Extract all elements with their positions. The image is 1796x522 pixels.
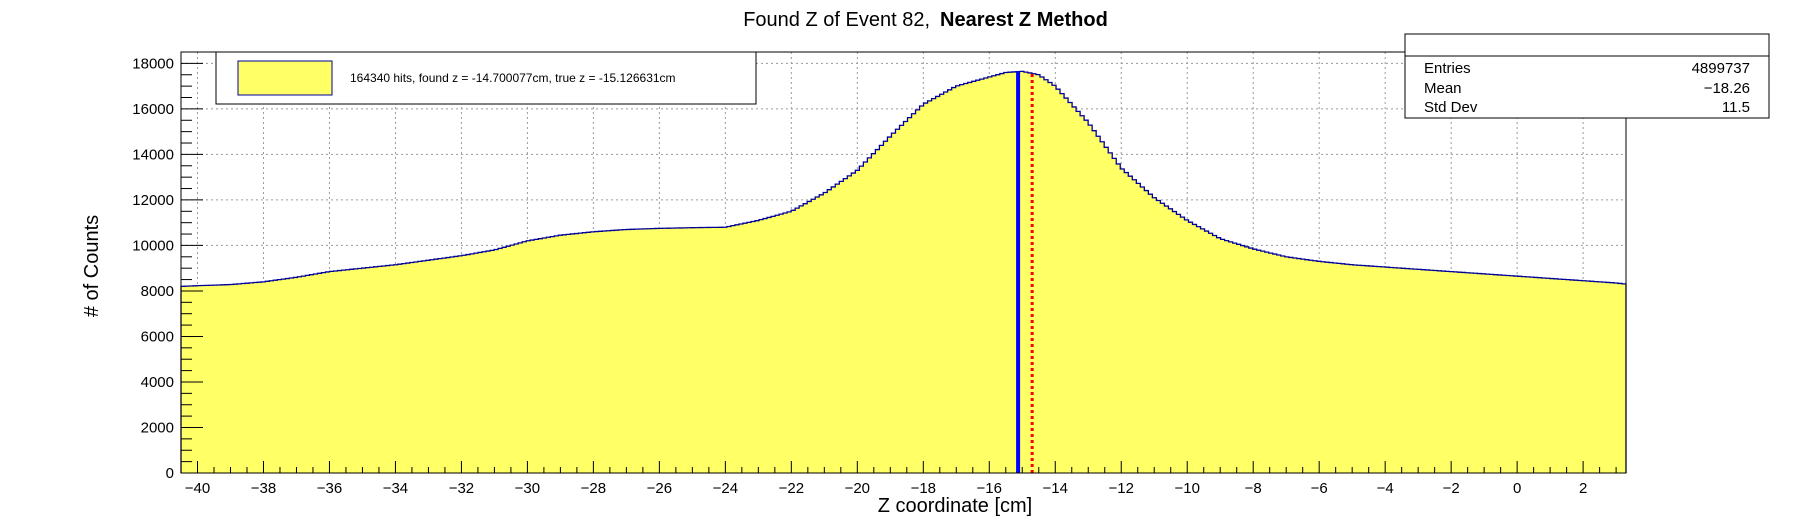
y-tick-label: 8000 [141,283,174,300]
x-tick-label: −2 [1443,480,1460,497]
y-tick-label: 14000 [132,146,174,163]
legend-box: 164340 hits, found z = -14.700077cm, tru… [215,51,757,105]
y-axis-label: # of Counts [81,215,103,317]
histogram-fill [181,71,1626,474]
stats-entries-value: 4899737 [1692,60,1750,77]
stats-entries-label: Entries [1424,60,1471,77]
x-tick-label: −30 [515,480,540,497]
stats-mean-value: −18.26 [1704,80,1750,97]
stats-mean-label: Mean [1424,80,1462,97]
x-tick-label: 0 [1513,480,1521,497]
x-tick-label: −14 [1043,480,1068,497]
marker-lines [1016,71,1034,473]
x-tick-label: −20 [845,480,870,497]
x-tick-label: −32 [449,480,474,497]
x-tick-label: −6 [1311,480,1328,497]
x-tick-label: −8 [1245,480,1262,497]
stats-stddev-label: Std Dev [1424,99,1478,116]
y-tick-label: 4000 [141,374,174,391]
stats-box: Entries 4899737 Mean −18.26 Std Dev 11.5 [1404,33,1770,119]
x-tick-label: 2 [1579,480,1587,497]
x-tick-label: −10 [1174,480,1199,497]
x-tick-label: −22 [779,480,804,497]
legend-text: 164340 hits, found z = -14.700077cm, tru… [350,71,676,85]
y-tick-label: 12000 [132,192,174,209]
y-tick-label: 2000 [141,419,174,436]
y-tick-label: 18000 [132,55,174,72]
y-tick-label: 10000 [132,237,174,254]
x-tick-labels: −40 −38 −36 −34 −32 −30 −28 −26 −24 −22 −20 −18 −16−… [185,480,1588,497]
y-tick-label: 16000 [132,101,174,118]
x-tick-label: −34 [383,480,408,497]
x-tick-label: −24 [713,480,738,497]
y-tick-label: 0 [166,465,174,482]
x-tick-label: −40 [185,480,210,497]
x-tick-label: −38 [251,480,276,497]
x-tick-label: −36 [317,480,342,497]
y-tick-label: 6000 [141,328,174,345]
legend-swatch [237,60,333,96]
x-tick-label: −12 [1109,480,1134,497]
x-tick-label: −4 [1377,480,1394,497]
chart-title: Found Z of Event 82, [743,9,930,31]
histogram-outline [180,70,1627,473]
y-tick-labels: 0 2000 4000 6000 8000 10000 12000 14000 16000 180… [132,55,174,482]
x-tick-label: −26 [647,480,672,497]
x-tick-label: −16 [977,480,1002,497]
chart-title-method: Nearest Z Method [940,9,1108,31]
axis-ticks [180,51,1617,474]
x-tick-label: −18 [911,480,936,497]
plot-frame [180,51,1627,474]
stats-stddev-value: 11.5 [1722,99,1750,116]
x-axis-label: Z coordinate [cm] [878,495,1033,517]
x-tick-label: −28 [581,480,606,497]
